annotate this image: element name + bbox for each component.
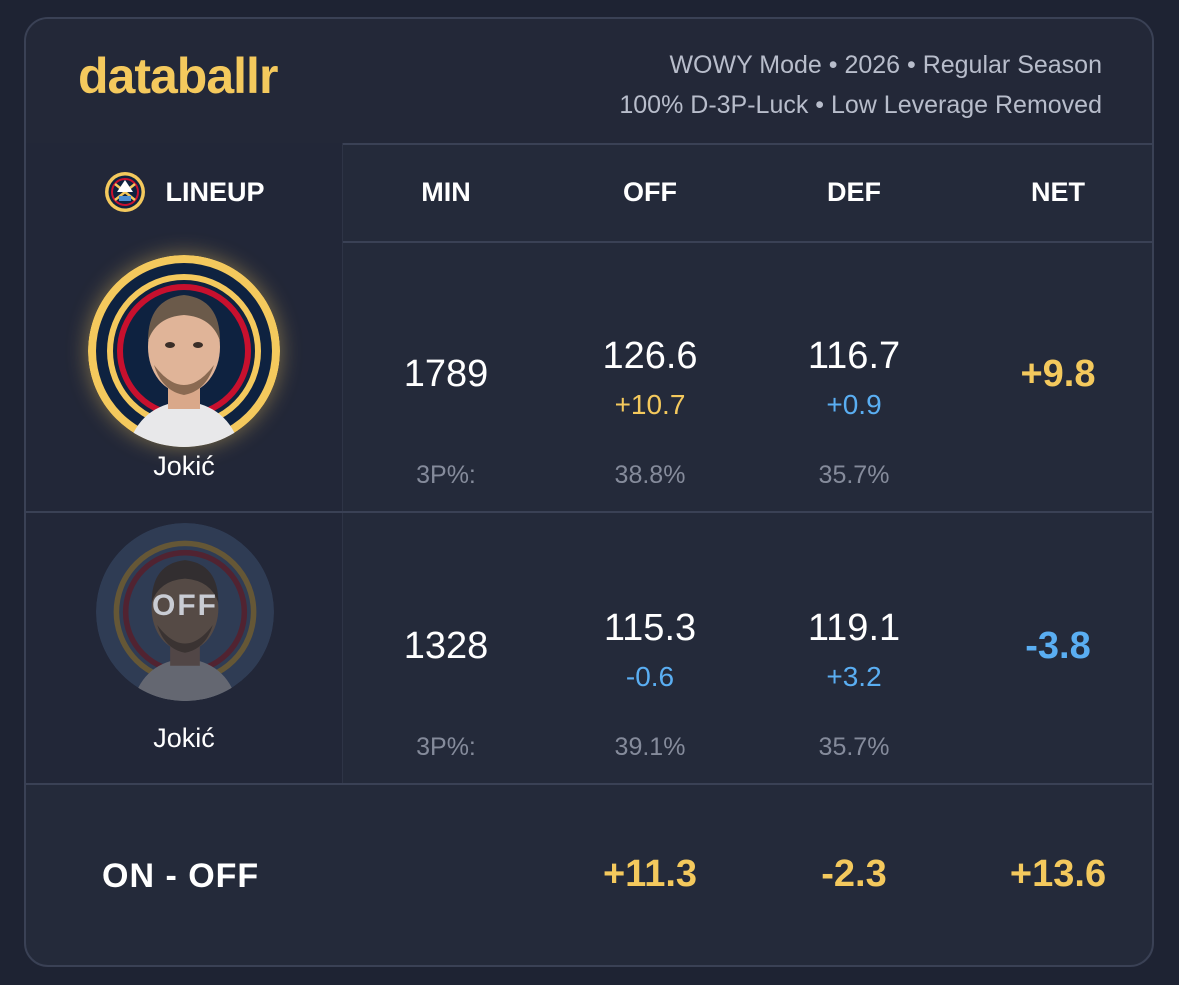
on-off-net-value: +13.6 xyxy=(1009,853,1107,895)
filter-line-2: 100% D-3P-Luck • Low Leverage Removed xyxy=(619,91,1102,119)
off-three-pt-pct: 38.8% xyxy=(614,461,686,489)
off-three-pt-pct: 39.1% xyxy=(614,733,686,761)
player-name: Jokić xyxy=(153,451,215,481)
lineup-column-header: LINEUP xyxy=(26,143,343,241)
player-avatar-off: OFF xyxy=(96,523,274,701)
lineup-header-label: LINEUP xyxy=(165,176,265,207)
on-off-label: ON - OFF xyxy=(102,857,260,895)
def-rating-value: 116.7 xyxy=(807,335,901,377)
player-name: Jokić xyxy=(153,723,215,753)
minutes-value: 1789 xyxy=(403,353,489,395)
off-rating-delta: +10.7 xyxy=(614,389,686,420)
def-rating-delta: +3.2 xyxy=(826,661,882,692)
net-rating-value: +9.8 xyxy=(1020,353,1096,395)
def-three-pt-pct: 35.7% xyxy=(818,461,890,489)
player-cell: OFF Jokić xyxy=(26,513,343,783)
def-rating-value: 119.1 xyxy=(807,607,901,649)
three-pt-label: 3P%: xyxy=(416,461,476,489)
filter-line-1: WOWY Mode • 2026 • Regular Season xyxy=(669,51,1102,79)
off-rating-delta: -0.6 xyxy=(625,661,675,692)
off-rating-value: 126.6 xyxy=(602,335,698,377)
player-avatar-on xyxy=(88,255,280,447)
brand-logo: databallr xyxy=(78,48,278,104)
minutes-value: 1328 xyxy=(403,625,489,667)
net-rating-value: -3.8 xyxy=(1025,625,1091,667)
min-column-header: MIN xyxy=(421,176,471,207)
def-column-header: DEF xyxy=(827,176,881,207)
on-off-def-value: -2.3 xyxy=(821,853,887,895)
off-rating-value: 115.3 xyxy=(603,607,697,649)
def-three-pt-pct: 35.7% xyxy=(818,733,890,761)
column-header-row: LINEUP MIN OFF DEF NET xyxy=(26,143,1152,243)
off-column-header: OFF xyxy=(623,176,677,207)
on-off-off-value: +11.3 xyxy=(602,853,698,895)
wowy-card: databallr WOWY Mode • 2026 • Regular Sea… xyxy=(24,17,1154,967)
lineup-row-on: Jokić 1789 126.6 +10.7 116.7 +0.9 +9.8 3… xyxy=(26,241,1152,513)
filter-summary: WOWY Mode • 2026 • Regular Season 100% D… xyxy=(619,45,1102,125)
lineup-row-off: OFF Jokić 1328 115.3 -0.6 119.1 +3.2 -3.… xyxy=(26,513,1152,785)
def-rating-delta: +0.9 xyxy=(826,389,882,420)
net-column-header: NET xyxy=(1031,176,1085,207)
off-badge: OFF xyxy=(152,589,218,622)
player-avatar-off-image xyxy=(96,523,274,701)
on-off-summary-row: ON - OFF +11.3 -2.3 +13.6 xyxy=(26,785,1152,965)
nuggets-logo-icon xyxy=(105,172,146,212)
card-header: databallr WOWY Mode • 2026 • Regular Sea… xyxy=(26,19,1152,145)
player-cell: Jokić xyxy=(26,241,343,511)
three-pt-label: 3P%: xyxy=(416,733,476,761)
